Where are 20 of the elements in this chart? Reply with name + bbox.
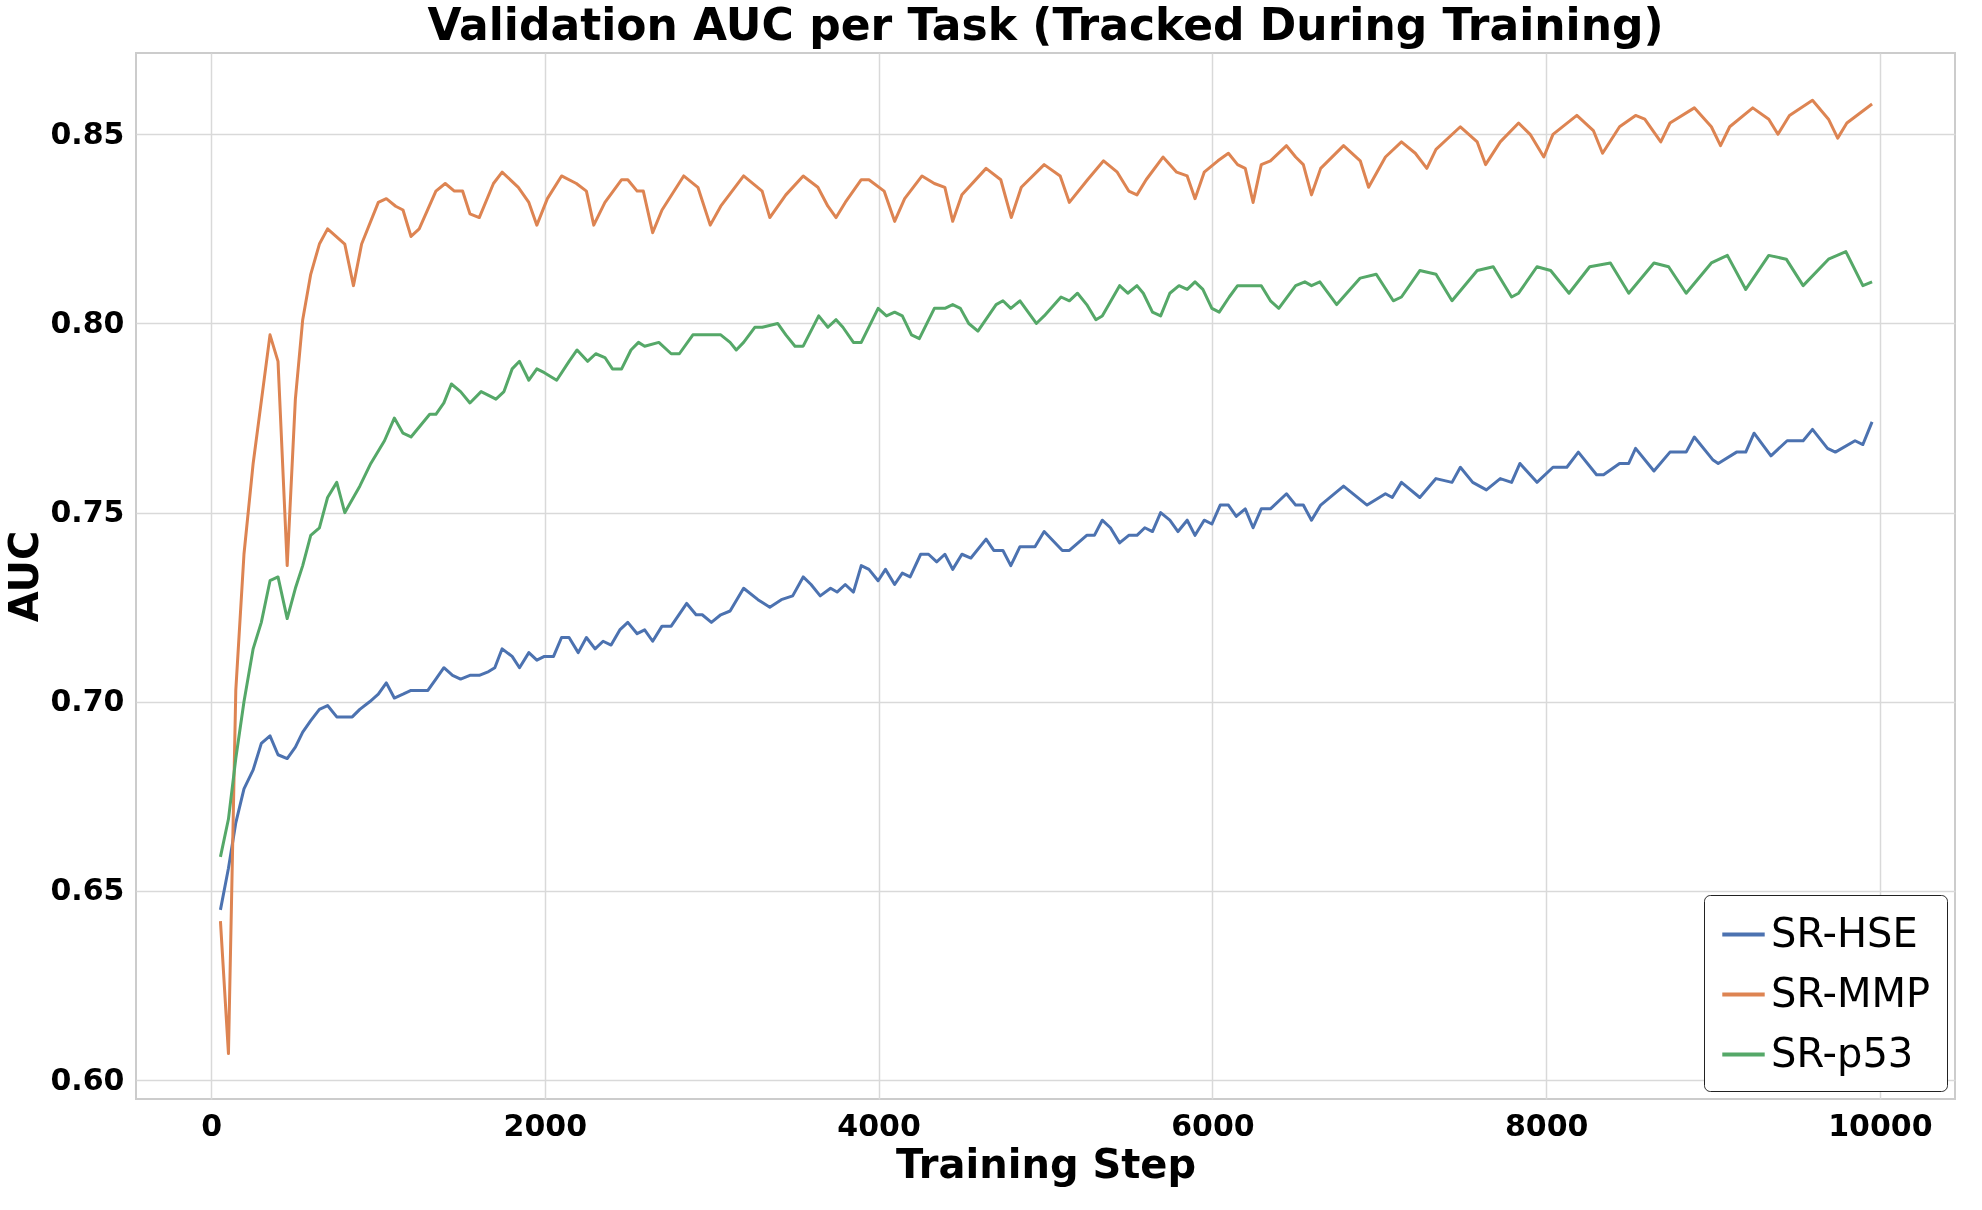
line-series <box>218 250 1874 859</box>
y-tick-label: 0.85 <box>50 115 125 151</box>
y-tick-label: 0.80 <box>50 304 125 340</box>
x-tick-label: 4000 <box>837 1107 921 1143</box>
y-tick-label: 0.60 <box>50 1061 125 1097</box>
y-axis-title: AUC <box>1 530 48 623</box>
line-series <box>218 420 1874 912</box>
x-axis-title: Training Step <box>895 1140 1197 1187</box>
y-tick-label: 0.65 <box>50 872 125 908</box>
legend-label: SR-p53 <box>1771 1029 1914 1076</box>
y-tick-label: 0.75 <box>50 494 125 530</box>
legend-label: SR-MMP <box>1771 969 1931 1016</box>
legend-label: SR-HSE <box>1771 909 1918 956</box>
y-tick-label: 0.70 <box>50 683 125 719</box>
x-tick-label: 10000 <box>1828 1107 1933 1143</box>
x-tick-label: 8000 <box>1504 1107 1589 1143</box>
x-tick-label: 6000 <box>1171 1107 1255 1143</box>
chart-title: Validation AUC per Task (Tracked During Training) <box>427 0 1664 50</box>
x-tick-label: 2000 <box>503 1107 588 1143</box>
x-tick-label: 0 <box>201 1107 223 1143</box>
